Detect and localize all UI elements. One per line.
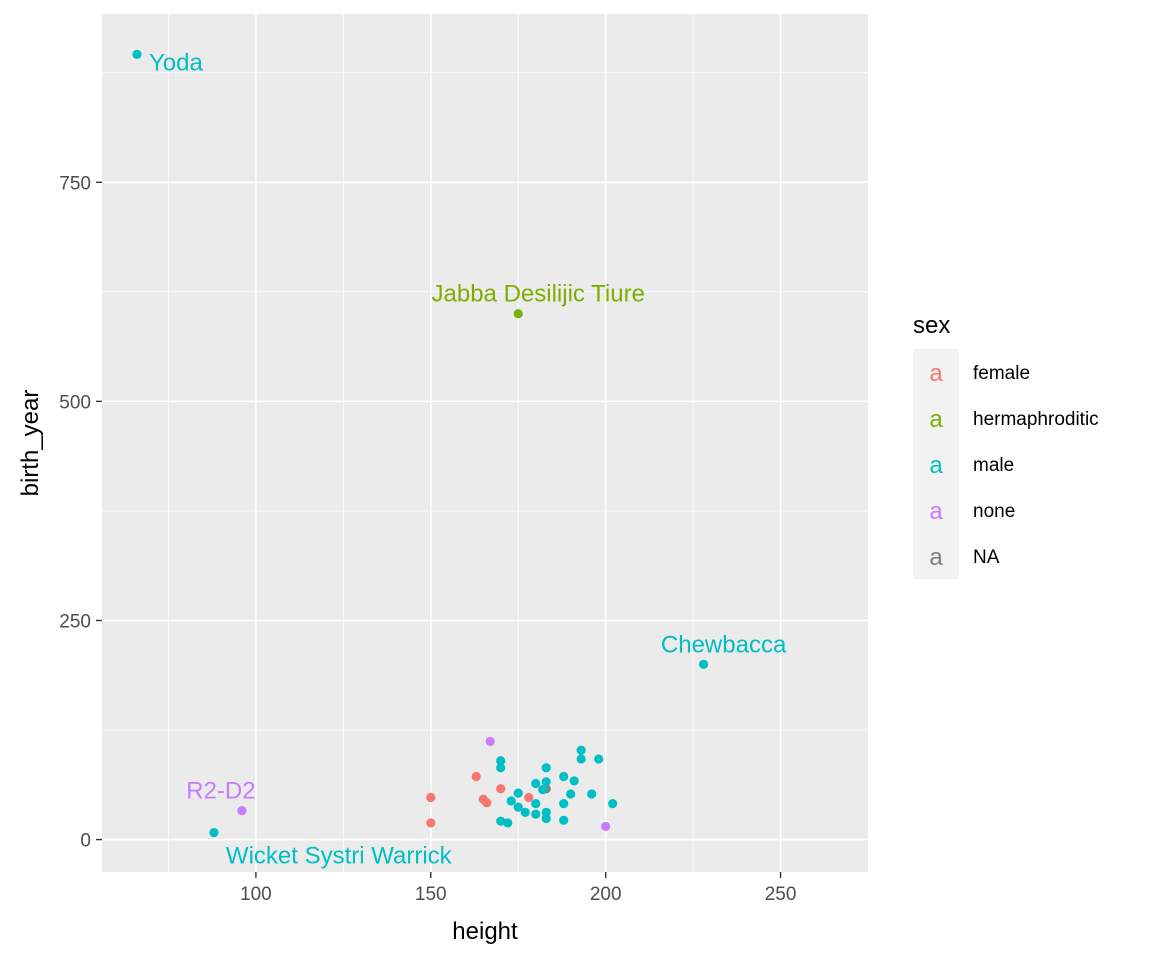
legend-key-glyph: a (929, 452, 943, 479)
legend: sex a female a hermaphroditic a male a none a NA (913, 312, 1099, 579)
data-point (496, 784, 506, 794)
data-point (503, 818, 513, 828)
legend-label: hermaphroditic (973, 409, 1099, 430)
x-axis: 100 150 200 250 (240, 872, 796, 905)
x-tick-label: 100 (240, 884, 272, 905)
data-point (209, 827, 219, 838)
legend-keys-background (913, 349, 959, 579)
point-label: Jabba Desilijic Tiure (432, 281, 645, 308)
data-point (496, 763, 506, 773)
data-point (541, 763, 551, 773)
y-tick-label: 250 (59, 611, 91, 632)
data-point (541, 813, 551, 824)
legend-key-glyph: a (929, 360, 943, 387)
data-point (538, 785, 548, 795)
point-annotations: Yoda Jabba Desilijic Tiure Chewbacca R2-D2 W… (149, 49, 787, 869)
data-point (587, 789, 597, 799)
data-point (524, 792, 534, 803)
x-axis-title: height (452, 918, 518, 945)
y-axis: 0 250 500 750 (59, 173, 102, 852)
point-label: Chewbacca (661, 631, 787, 658)
x-tick-label: 200 (590, 884, 622, 905)
legend-key-glyph: a (929, 544, 943, 571)
data-point (576, 754, 586, 764)
data-point (559, 771, 569, 782)
minor-grid (102, 14, 868, 872)
data-point (594, 754, 604, 764)
legend-label: female (973, 363, 1030, 384)
data-point (576, 745, 586, 755)
legend-key-glyph: a (929, 498, 943, 525)
x-tick-label: 150 (415, 884, 447, 905)
major-grid (102, 14, 868, 872)
data-point (699, 659, 709, 669)
data-point (541, 777, 551, 787)
data-point (471, 771, 481, 782)
data-points (132, 49, 709, 838)
data-point (608, 799, 618, 809)
legend-title: sex (913, 312, 950, 339)
point-label: Yoda (149, 49, 204, 76)
x-tick-label: 250 (765, 884, 797, 905)
data-point (426, 818, 436, 828)
plot-panel (102, 14, 868, 872)
data-point (496, 756, 506, 766)
point-label: R2-D2 (186, 778, 255, 805)
data-point (426, 792, 436, 803)
data-point (132, 49, 142, 59)
data-point (531, 799, 541, 809)
y-tick-label: 750 (59, 173, 91, 194)
data-point (520, 807, 530, 818)
data-point (566, 789, 576, 799)
data-point (513, 802, 523, 812)
data-point (559, 799, 569, 809)
data-point (531, 778, 541, 789)
y-tick-label: 500 (59, 392, 91, 413)
data-point (569, 776, 579, 786)
data-point (601, 821, 611, 832)
legend-key-glyph: a (929, 406, 943, 433)
data-point (482, 798, 492, 808)
legend-label: none (973, 501, 1015, 522)
legend-label: NA (973, 547, 1000, 568)
data-point (485, 736, 495, 747)
y-axis-title: birth_year (17, 390, 44, 497)
data-point (531, 809, 541, 819)
point-label: Wicket Systri Warrick (226, 843, 453, 870)
data-point (237, 806, 247, 816)
data-point (513, 788, 523, 798)
data-point (506, 796, 516, 806)
data-point (559, 815, 569, 825)
y-tick-label: 0 (80, 831, 91, 852)
data-point (496, 816, 506, 826)
data-point (513, 309, 523, 319)
legend-label: male (973, 455, 1014, 476)
